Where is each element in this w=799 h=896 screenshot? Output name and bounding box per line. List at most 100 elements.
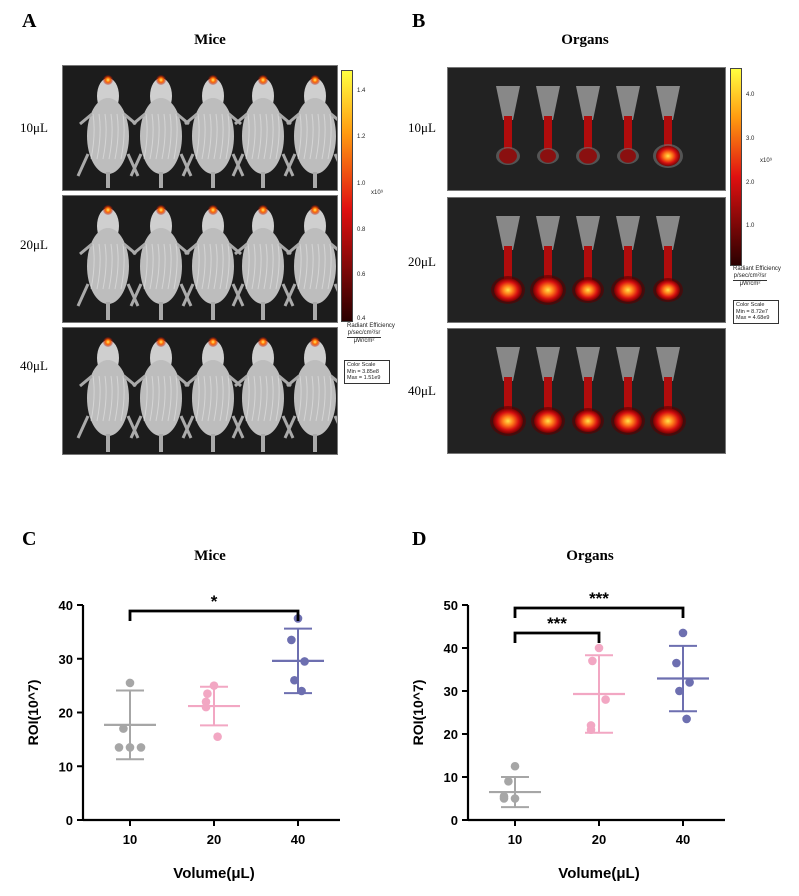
organ-image-10ul: [447, 67, 726, 191]
organ-sample: [611, 347, 645, 435]
organs-cbar-tick: 2.0: [746, 180, 755, 186]
mice-image-40ul-drawing: [76, 337, 337, 452]
mice-cbar-tick: 1.0: [357, 181, 366, 187]
group-10: [489, 761, 541, 809]
organ-fluorescence: [620, 149, 636, 163]
data-point: [685, 678, 694, 687]
y-axis-label: ROI(10^7): [25, 680, 41, 746]
data-point: [675, 686, 684, 696]
data-point: [119, 724, 128, 733]
mice-cbar-tick: 0.4: [357, 316, 366, 322]
organ-fluorescence: [540, 149, 556, 163]
panel-letter-d: D: [412, 528, 427, 550]
y-tick-label: 20: [444, 727, 458, 742]
group-20: [188, 681, 240, 741]
data-point: [297, 686, 306, 696]
significance-bracket: ***: [513, 589, 685, 618]
organ-sample: [650, 347, 686, 436]
organ-sample: [496, 86, 520, 165]
organs-cbar-tick: 1.0: [746, 223, 755, 229]
x-tick-label: 40: [291, 832, 305, 847]
panel-c-title: Mice: [194, 548, 226, 564]
panel-letter-b: B: [412, 10, 426, 32]
data-point: [125, 678, 135, 688]
fluorescence-spot: [208, 75, 218, 85]
y-tick-label: 10: [444, 770, 458, 785]
mouse-figure: [231, 337, 295, 452]
significance-bracket: ***: [513, 614, 601, 643]
organ-sample: [616, 86, 640, 164]
organ-sample: [490, 347, 526, 436]
group-40: [272, 614, 324, 696]
mice-color-bar: [341, 70, 353, 322]
group-10: [104, 678, 156, 761]
mouse-figure: [76, 205, 140, 320]
mice-cbar-tick: 1.2: [357, 134, 366, 140]
mice-cbar-unit-numerator: p/sec/cm²/sr: [347, 330, 381, 338]
organ-fluorescence: [499, 148, 517, 164]
mouse-figure: [231, 75, 295, 188]
fluorescence-spot: [258, 75, 268, 85]
panel-b-title: Organs: [561, 32, 609, 48]
organ-fluorescence: [579, 148, 597, 164]
data-point: [136, 743, 146, 752]
organs-scale-box-min: Min = 8.72e7: [736, 308, 768, 315]
organs-cbar-multiplier: x10⁹: [760, 158, 773, 164]
data-point: [203, 689, 212, 698]
mouse-figure: [231, 205, 295, 320]
data-point: [504, 777, 513, 786]
organs-scale-box-title: Color Scale: [736, 302, 765, 308]
fluorescence-spot: [103, 205, 113, 215]
organ-fluorescence: [614, 278, 642, 302]
fluorescence-spot: [103, 337, 113, 347]
chart-mice-roi: 0 10 20 30 40 10 20 40 ROI(10^7) Volume(μL) *: [25, 592, 340, 882]
row-label-a-10: 10μL: [20, 120, 48, 135]
mice-image-20ul: [62, 195, 338, 323]
data-point: [510, 794, 520, 803]
mice-color-scale-box: Color Scale Min = 3.85e8 Max = 1.51e9: [344, 360, 390, 384]
significance-label: *: [211, 592, 218, 611]
mouse-figure: [76, 337, 140, 452]
x-tick-label: 20: [592, 832, 606, 847]
x-tick-label: 10: [123, 832, 137, 847]
organ-fluorescence: [614, 409, 642, 433]
organ-fluorescence: [575, 278, 601, 302]
y-tick-label: 0: [451, 813, 458, 828]
data-point: [601, 695, 610, 704]
data-point: [209, 681, 219, 690]
mice-cbar-unit-title: Radiant Efficiency: [347, 323, 395, 329]
panel-d-title: Organs: [566, 548, 614, 564]
fluorescence-spot: [310, 75, 320, 85]
organ-fluorescence: [575, 409, 601, 433]
y-tick-label: 40: [444, 641, 458, 656]
mice-scale-box-max: Max = 1.51e9: [347, 375, 381, 381]
data-point: [586, 725, 596, 734]
organ-fluorescence: [533, 277, 563, 303]
organ-sample: [491, 216, 525, 304]
organ-image-20ul-drawing: [491, 216, 683, 305]
data-point: [588, 656, 597, 666]
mice-image-10ul-drawing: [76, 75, 337, 188]
mouse-figure: [129, 75, 193, 188]
significance-label: ***: [547, 614, 567, 633]
organ-fluorescence: [534, 409, 562, 433]
mice-cbar-unit: Radiant Efficiency p/sec/cm²/sr μW/cm²: [347, 323, 407, 345]
y-tick-label: 30: [59, 652, 73, 667]
organs-scale-box-max: Max = 4.68e9: [736, 315, 770, 321]
data-point: [678, 628, 688, 638]
mice-cbar-tick: 0.8: [357, 227, 366, 233]
organ-sample: [531, 347, 565, 435]
organs-color-scale-box: Color Scale Min = 8.72e7 Max = 4.68e9: [733, 300, 779, 324]
organs-cbar-unit: Radiant Efficiency p/sec/cm²/sr μW/cm²: [733, 266, 793, 288]
organ-image-10ul-drawing: [496, 86, 683, 168]
mice-cbar-tick: 0.6: [357, 272, 366, 278]
data-point: [499, 794, 509, 803]
organ-fluorescence: [656, 279, 680, 301]
organ-sample: [572, 347, 604, 434]
fluorescence-spot: [103, 75, 113, 85]
data-point: [682, 714, 691, 724]
organ-image-20ul: [447, 197, 726, 323]
organ-image-40ul-drawing: [490, 347, 686, 436]
y-tick-label: 20: [59, 706, 73, 721]
mice-scale-box-min: Min = 3.85e8: [347, 368, 379, 375]
